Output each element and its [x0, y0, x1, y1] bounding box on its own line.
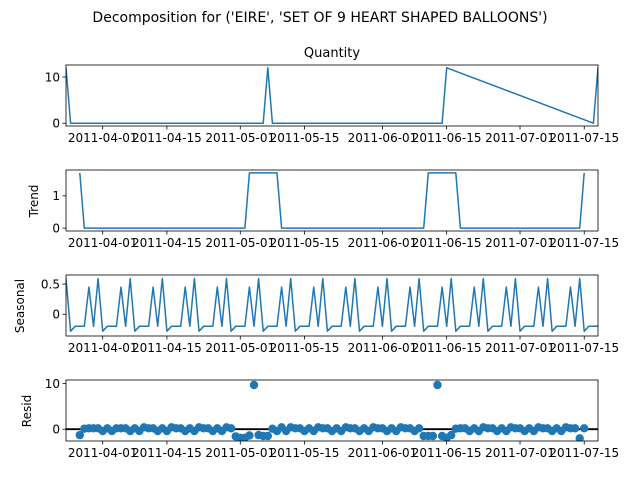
resid-point: [447, 430, 456, 440]
trend-xtick-label: 2011-04-15: [132, 236, 202, 250]
resid-xtick-label: 2011-07-01: [485, 446, 555, 460]
resid-ylabel: Resid: [20, 395, 34, 427]
resid-plot-area: [66, 380, 598, 441]
resid-point: [226, 424, 236, 433]
resid-xtick-label: 2011-06-01: [348, 446, 418, 460]
resid-xtick-label: 2011-05-15: [270, 446, 340, 460]
observed-xtick-label: 2011-05-01: [205, 131, 275, 145]
seasonal-series-line: [66, 277, 598, 332]
observed-xtick-label: 2011-06-15: [412, 131, 482, 145]
trend-xtick-label: 2011-06-15: [412, 236, 482, 250]
seasonal-xtick-label: 2011-04-15: [132, 341, 202, 355]
trend-xtick-label: 2011-07-15: [549, 236, 619, 250]
resid-point: [75, 430, 85, 440]
observed-xtick-label: 2011-07-01: [485, 131, 555, 145]
trend-xtick-label: 2011-04-01: [68, 236, 138, 250]
figure-suptitle: Decomposition for ('EIRE', 'SET OF 9 HEA…: [92, 10, 547, 26]
observed-axes-frame: [65, 64, 599, 127]
resid-ytick-label: 0: [52, 422, 60, 436]
observed-xtick-label: 2011-04-01: [68, 131, 138, 145]
seasonal-plot-area: [66, 277, 598, 332]
resid-ytick-label: 10: [45, 377, 60, 391]
seasonal-xtick-label: 2011-06-01: [348, 341, 418, 355]
seasonal-xtick-label: 2011-06-15: [412, 341, 482, 355]
resid-axes-frame: [65, 379, 599, 442]
resid-xtick-label: 2011-04-01: [68, 446, 138, 460]
observed-xtick-label: 2011-05-15: [270, 131, 340, 145]
resid-point: [414, 424, 424, 433]
observed-xtick-label: 2011-07-15: [549, 131, 619, 145]
trend-xtick-label: 2011-07-01: [485, 236, 555, 250]
seasonal-xtick-label: 2011-05-01: [205, 341, 275, 355]
resid-point: [575, 434, 584, 441]
observed-title: Quantity: [304, 46, 360, 61]
seasonal-ytick-label: 0: [52, 308, 60, 322]
trend-plot-area: [79, 172, 585, 229]
seasonal-xtick-label: 2011-07-01: [485, 341, 555, 355]
trend-series-line: [79, 172, 585, 229]
resid-point: [580, 424, 589, 433]
resid-point: [263, 431, 272, 441]
resid-xtick-label: 2011-06-15: [412, 446, 482, 460]
observed-xtick-label: 2011-06-01: [348, 131, 418, 145]
resid-xtick-label: 2011-05-01: [205, 446, 275, 460]
resid-xtick-label: 2011-07-15: [549, 446, 619, 460]
trend-ytick-label: 0: [52, 221, 60, 235]
resid-point: [570, 424, 580, 433]
seasonal-xtick-label: 2011-04-01: [68, 341, 138, 355]
trend-xtick-label: 2011-06-01: [348, 236, 418, 250]
trend-ylabel: Trend: [27, 185, 41, 219]
trend-axes-frame: [65, 169, 599, 232]
trend-ytick-label: 1: [52, 189, 60, 203]
seasonal-ytick-label: 0.5: [41, 277, 60, 291]
seasonal-ylabel: Seasonal: [13, 279, 27, 333]
observed-plot-area: [66, 67, 598, 124]
seasonal-axes-frame: [65, 274, 599, 337]
resid-point: [249, 380, 259, 390]
trend-xtick-label: 2011-05-15: [270, 236, 340, 250]
trend-xtick-label: 2011-05-01: [205, 236, 275, 250]
observed-ytick-label: 0: [52, 117, 60, 131]
resid-xtick-label: 2011-04-15: [132, 446, 202, 460]
observed-xtick-label: 2011-04-15: [132, 131, 202, 145]
resid-point: [245, 431, 254, 440]
resid-point: [428, 431, 438, 441]
seasonal-xtick-label: 2011-05-15: [270, 341, 340, 355]
seasonal-xtick-label: 2011-07-15: [549, 341, 619, 355]
resid-point: [433, 380, 442, 390]
observed-ytick-label: 10: [45, 70, 60, 84]
observed-series-line: [66, 67, 598, 124]
